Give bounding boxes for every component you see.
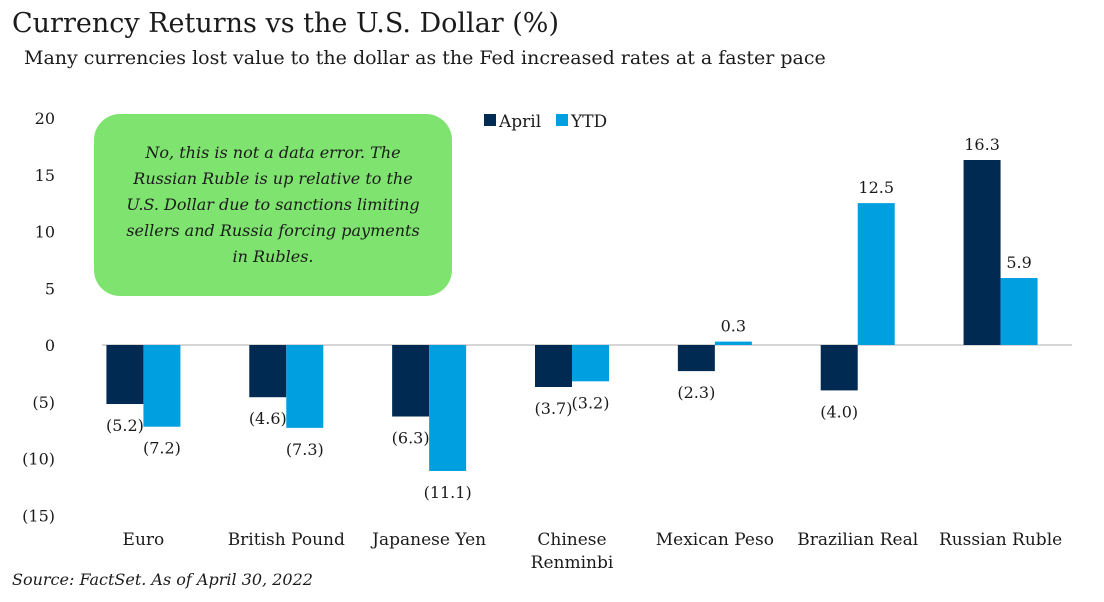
x-tick-label: Chinese bbox=[537, 530, 606, 550]
chart-title: Currency Returns vs the U.S. Dollar (%) bbox=[12, 8, 560, 39]
data-label: (4.0) bbox=[820, 402, 858, 421]
bar-ytd-chinese-renminbi bbox=[572, 345, 609, 382]
y-tick-label: 20 bbox=[35, 109, 55, 128]
x-tick-label: Euro bbox=[123, 530, 165, 550]
bar-ytd-british-pound bbox=[286, 345, 324, 428]
data-label: (3.7) bbox=[535, 399, 573, 418]
x-tick-label: Mexican Peso bbox=[656, 530, 774, 550]
y-tick-label: 15 bbox=[35, 166, 55, 185]
bar-april-euro bbox=[106, 345, 144, 405]
bar-ytd-brazilian-real bbox=[857, 203, 895, 345]
x-tick-label: Japanese Yen bbox=[370, 530, 486, 550]
data-label: (3.2) bbox=[572, 393, 610, 412]
bar-april-mexican-peso bbox=[677, 345, 715, 372]
legend-label-ytd: YTD bbox=[570, 112, 607, 132]
data-label: 12.5 bbox=[858, 178, 894, 197]
bar-ytd-euro bbox=[143, 345, 181, 427]
data-label: (2.3) bbox=[677, 383, 715, 402]
bar-april-russian-ruble bbox=[963, 159, 1001, 345]
bar-april-british-pound bbox=[249, 345, 287, 398]
bar-april-japanese-yen bbox=[392, 345, 430, 417]
data-label: (5.2) bbox=[106, 416, 144, 435]
y-tick-label: (5) bbox=[32, 393, 55, 412]
data-label: (4.6) bbox=[249, 409, 287, 428]
legend-swatch-ytd bbox=[556, 114, 568, 126]
source-note: Source: FactSet. As of April 30, 2022 bbox=[12, 570, 313, 589]
bar-april-brazilian-real bbox=[820, 345, 858, 391]
chart-subtitle: Many currencies lost value to the dollar… bbox=[24, 47, 826, 69]
legend-swatch-april bbox=[484, 114, 496, 126]
bar-ytd-russian-ruble bbox=[1000, 278, 1038, 345]
data-label: (7.3) bbox=[286, 440, 324, 459]
data-label: (7.2) bbox=[143, 439, 181, 458]
legend-label-april: April bbox=[498, 112, 541, 132]
y-tick-label: 5 bbox=[45, 279, 55, 298]
y-tick-label: (10) bbox=[22, 450, 55, 469]
x-tick-label: Brazilian Real bbox=[797, 530, 918, 550]
y-tick-label: (15) bbox=[22, 506, 55, 525]
data-label: (11.1) bbox=[424, 483, 472, 502]
data-label: 0.3 bbox=[721, 317, 746, 336]
bar-ytd-japanese-yen bbox=[429, 345, 467, 471]
data-label: 5.9 bbox=[1006, 253, 1031, 272]
x-tick-label: British Pound bbox=[228, 530, 345, 550]
y-tick-label: 10 bbox=[35, 223, 55, 242]
data-label: (6.3) bbox=[392, 429, 430, 448]
annotation-text: No, this is not a data error. The Russia… bbox=[126, 143, 420, 266]
data-label: 16.3 bbox=[964, 135, 1000, 154]
x-tick-label: Renminbi bbox=[531, 553, 614, 573]
x-tick-label: Russian Ruble bbox=[939, 530, 1062, 550]
y-tick-label: 0 bbox=[45, 336, 55, 355]
bar-april-chinese-renminbi bbox=[535, 345, 572, 387]
annotation-box: No, this is not a data error. The Russia… bbox=[94, 114, 452, 296]
bar-ytd-mexican-peso bbox=[714, 341, 752, 345]
